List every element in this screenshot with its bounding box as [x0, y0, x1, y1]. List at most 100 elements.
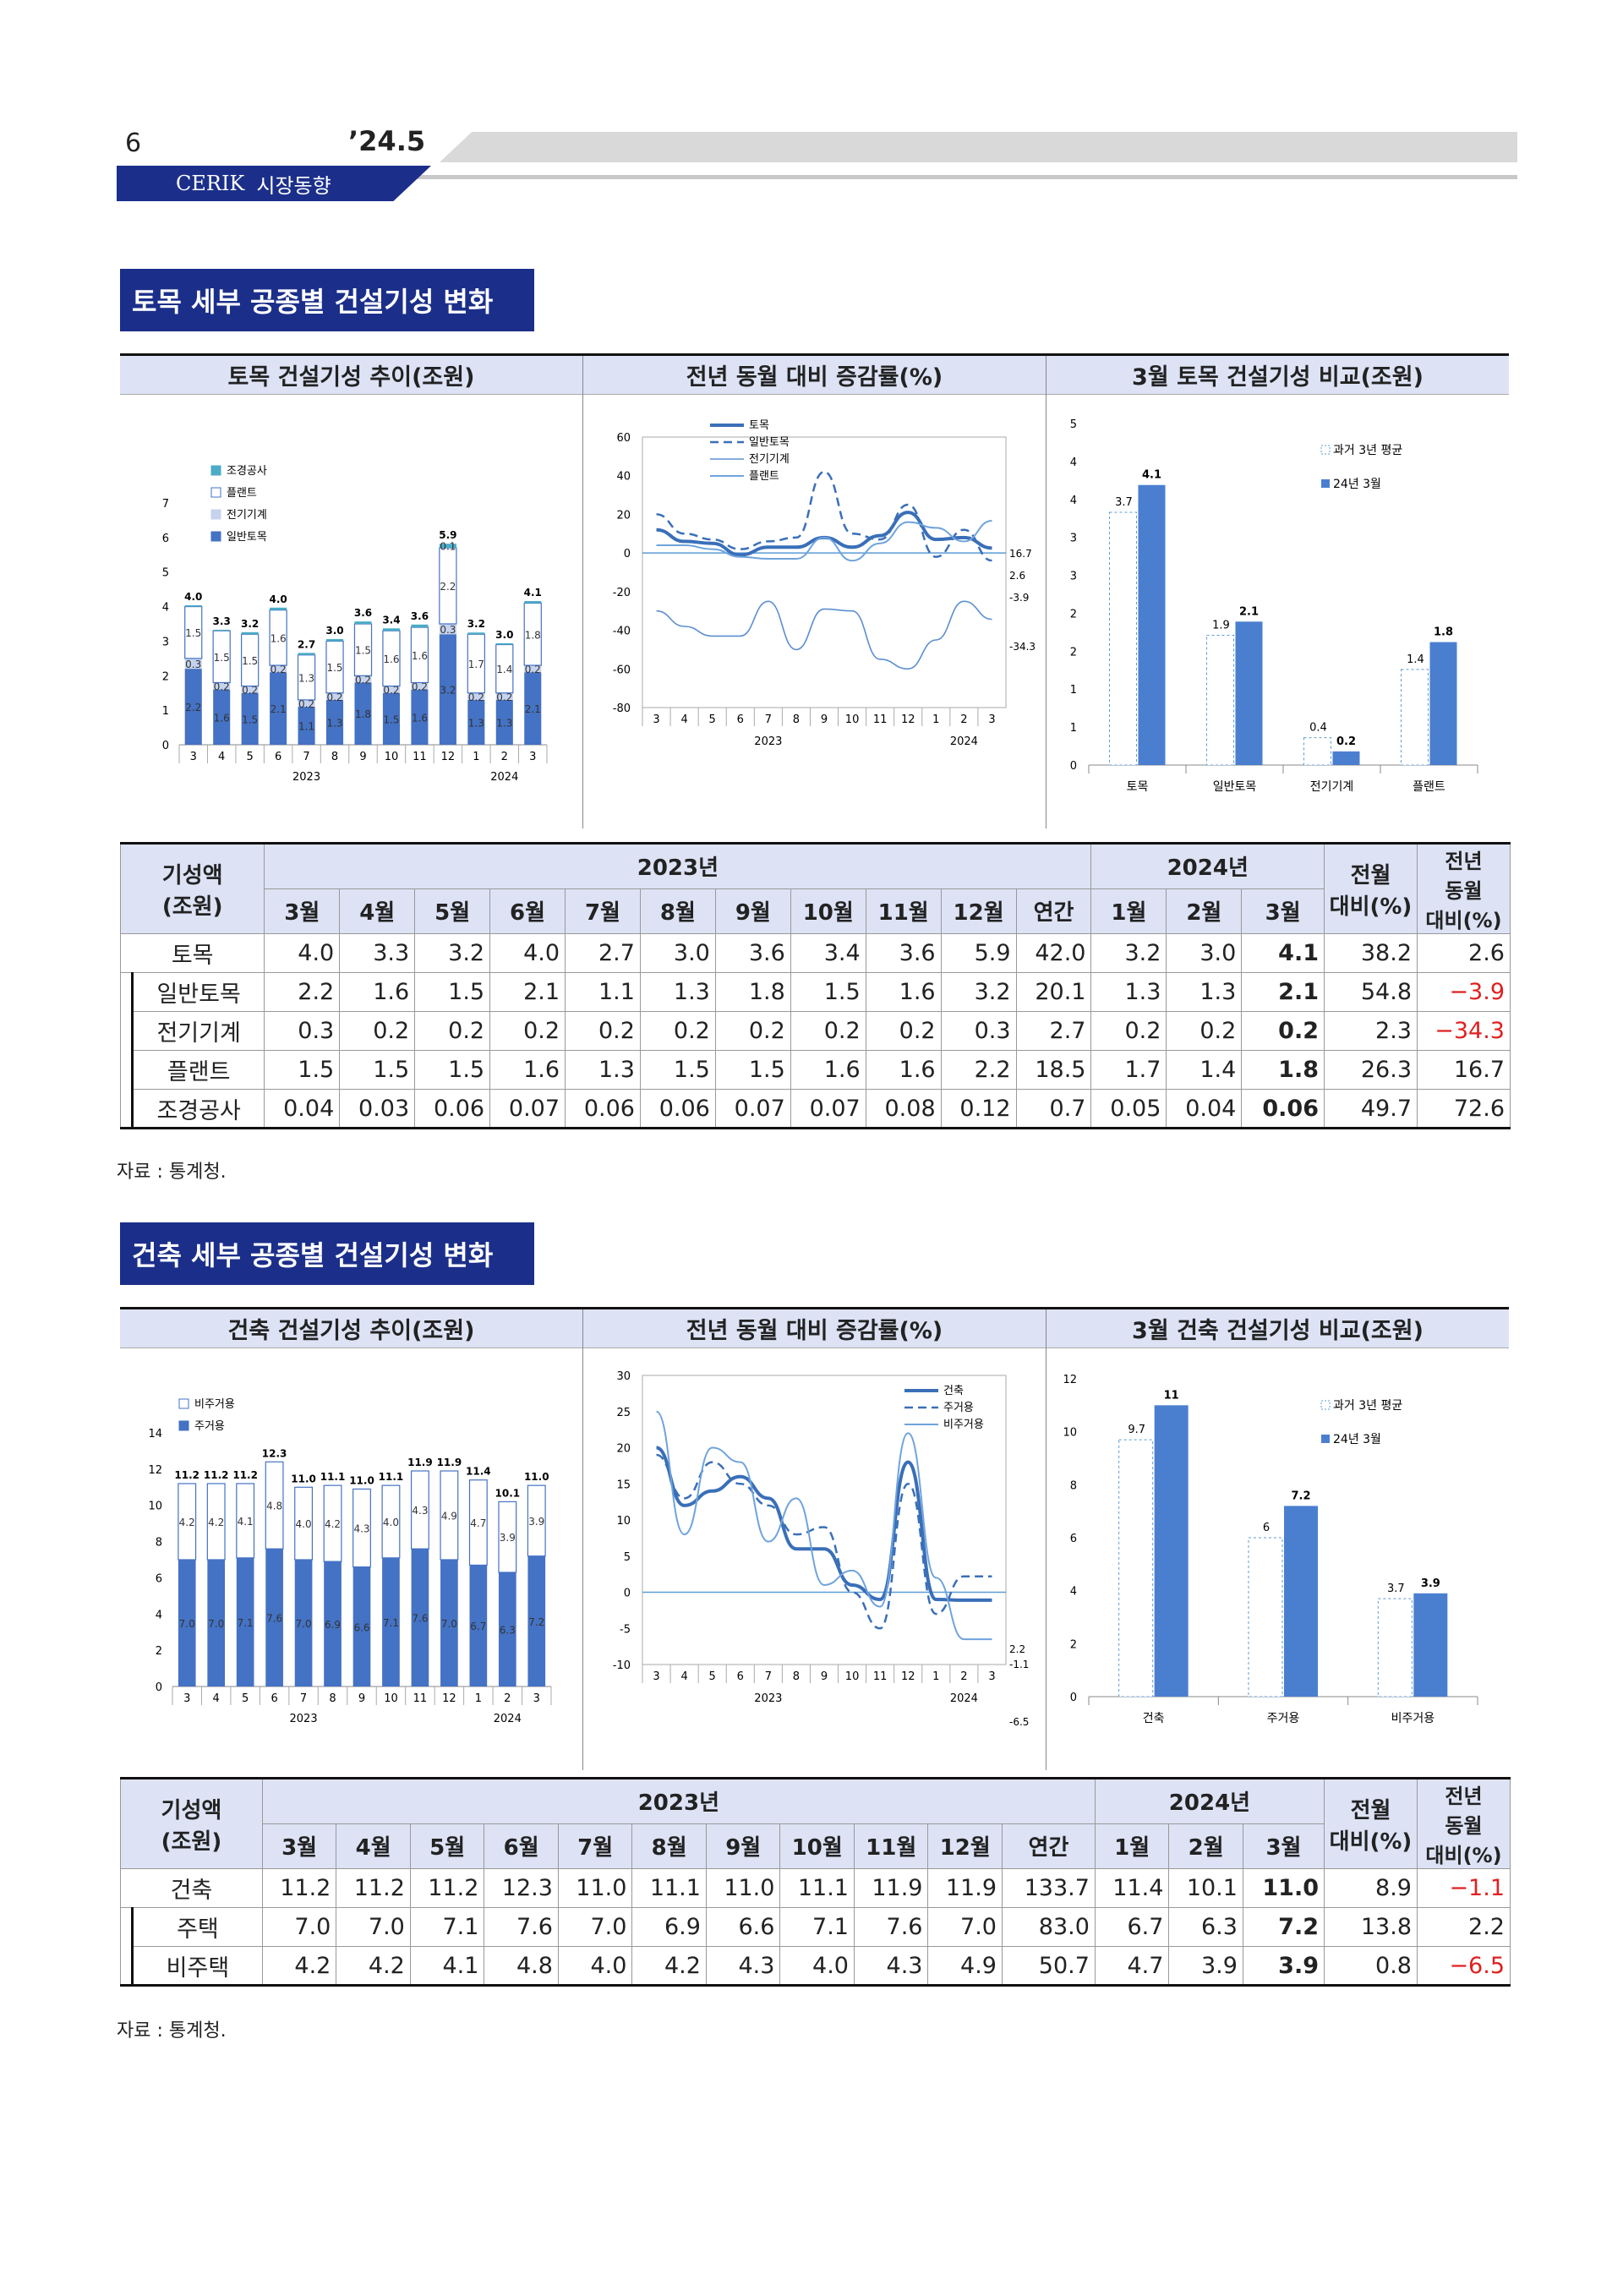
y-tick-label: 20 [616, 509, 631, 522]
y-tick-label: 2 [1070, 608, 1077, 620]
y-tick-label: 3 [1070, 533, 1077, 545]
total-label: 12.3 [262, 1447, 287, 1459]
total-label: 11.1 [379, 1471, 404, 1483]
table-cell: 1.5 [414, 1050, 491, 1090]
legend-label: 플랜트 [749, 470, 779, 483]
brand-section: 시장동향 [256, 173, 331, 198]
y-tick-label: -5 [620, 1623, 631, 1636]
civil-panel-growth: 전년 동월 대비 증감률(%) 60 40 20 0 -20 -40 -60 -80 3 4 5 6 7… [583, 356, 1046, 828]
table-cell: 0.04 [1166, 1089, 1243, 1129]
data-label: 0.2 [496, 692, 512, 703]
bar-segment [241, 692, 259, 745]
data-label: 0.2 [383, 685, 399, 697]
series-line [656, 600, 992, 670]
bar-segment [440, 1560, 458, 1686]
data-label: 4.0 [383, 1517, 399, 1528]
x-tick-label: 1 [932, 1670, 939, 1683]
year-header: 2024년 [1090, 843, 1325, 889]
bar-segment [498, 1572, 516, 1686]
building-stacked-bar-chart: 0246810121437.04.211.247.04.211.257.14.1… [148, 1398, 552, 1725]
bar-segment [411, 624, 429, 628]
table-cell: 4.0 [779, 1946, 855, 1986]
x-tick-label: 4 [213, 1692, 220, 1705]
y-tick-label: 15 [616, 1479, 631, 1491]
table-cell: 1.1 [565, 972, 641, 1012]
month-header: 10월 [779, 1823, 855, 1869]
header-label: 기성액 (조원) [119, 843, 265, 934]
data-label: 1.5 [242, 713, 258, 725]
table-cell: 1.6 [790, 1050, 866, 1090]
y-tick-label: -10 [613, 1659, 631, 1672]
table-cell: 4.3 [705, 1946, 781, 1986]
data-label: 1.5 [214, 652, 230, 664]
data-label: 2.2 [185, 702, 201, 713]
bar-segment [184, 669, 202, 745]
data-label: 1.6 [412, 650, 428, 662]
bar-segment [410, 1470, 429, 1550]
y-tick-label: 1 [1070, 722, 1077, 735]
issue-date: ’24.5 [348, 125, 426, 157]
data-label: 3.9 [500, 1532, 516, 1544]
year-label: 2023 [292, 771, 320, 784]
building-data-table: 기성액 (조원) 2023년 2024년 전월 대비(%) 전년 동월 대비(%) 3월 4… [120, 1777, 1511, 1987]
table-cell: 0.2 [865, 1011, 942, 1051]
table-cell: 1.8 [1241, 1050, 1325, 1090]
data-label: 1.4 [496, 664, 512, 675]
x-tick-label: 6 [275, 751, 281, 763]
bar-segment [265, 1461, 284, 1550]
legend-label: 플랜트 [227, 487, 257, 500]
y-tick-label: 10 [148, 1501, 162, 1513]
table-cell: 4.1 [409, 1946, 485, 1986]
data-label: 0.2 [525, 664, 541, 675]
bar-segment [354, 682, 372, 745]
end-value-label: -3.9 [1009, 592, 1029, 604]
month-header: 12월 [927, 1823, 1003, 1869]
legend-swatch [210, 487, 221, 498]
bar-segment [178, 1560, 196, 1686]
x-tick-label: 8 [793, 1670, 800, 1683]
table-cell: 11.0 [705, 1868, 781, 1908]
table-cell: 0.2 [565, 1011, 641, 1051]
table-cell: 0.2 [639, 1011, 716, 1051]
building-compare-bar-chart: 0 2 4 6 8 10 12 건축 9.7 11 주거용 6 7.2 비주거용 3.7 3.9 과거 3년 평… [1063, 1374, 1478, 1725]
legend-swatch [210, 531, 221, 542]
table-cell: 1.3 [1166, 972, 1243, 1012]
data-label: 1.5 [383, 713, 399, 725]
table-cell: 11.9 [927, 1868, 1003, 1908]
total-label: 10.1 [495, 1487, 521, 1499]
table-cell: 0.04 [264, 1089, 341, 1129]
bar-segment [411, 1549, 429, 1686]
month-header: 11월 [853, 1823, 929, 1869]
bar-segment [213, 629, 231, 631]
y-tick-label: 30 [616, 1370, 631, 1383]
bar-segment [270, 607, 287, 610]
month-header: 1월 [1090, 888, 1167, 934]
table-cell: 0.12 [940, 1089, 1017, 1129]
table-cell: 11.0 [1242, 1868, 1325, 1908]
data-label: 7.0 [179, 1618, 195, 1630]
total-label: 3.6 [411, 610, 429, 622]
data-label: 4.0 [296, 1518, 312, 1530]
year-header: 2024년 [1094, 1778, 1325, 1824]
total-label: 11.2 [232, 1469, 258, 1481]
header-rule [117, 175, 1517, 179]
x-tick-label: 11 [413, 1692, 428, 1705]
row-label: 일반토목 [130, 972, 265, 1012]
x-tick-label: 12 [901, 713, 915, 726]
legend-label: 일반토목 [227, 531, 267, 544]
bar-segment [495, 692, 513, 700]
y-tick-label: 8 [156, 1537, 162, 1550]
y-tick-label: 0 [1070, 760, 1077, 773]
x-tick-label: 10 [845, 1670, 860, 1683]
table-cell: 1.6 [865, 972, 942, 1012]
panel-title: 전년 동월 대비 증감률(%) [583, 1309, 1046, 1348]
data-label: 1.5 [242, 655, 258, 667]
bar-segment [439, 634, 456, 745]
month-header: 7월 [557, 1823, 633, 1869]
bar-segment [352, 1488, 371, 1568]
mom-header: 전월 대비(%) [1324, 1778, 1418, 1869]
yoy-cell: −6.5 [1417, 1946, 1511, 1986]
table-cell: 0.2 [414, 1011, 491, 1051]
series-line [656, 470, 992, 562]
total-label: 11.0 [291, 1473, 316, 1484]
